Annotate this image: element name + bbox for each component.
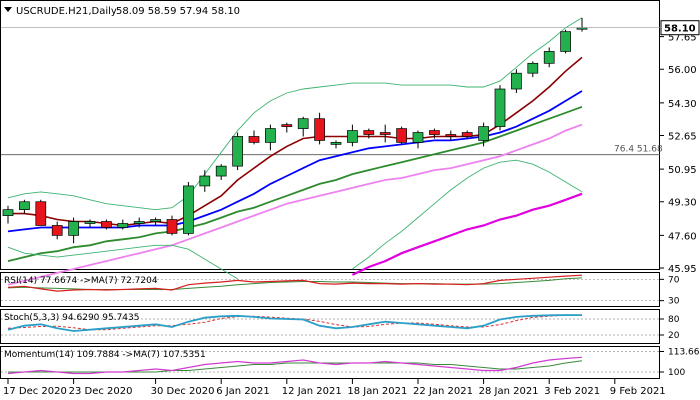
- rsi-panel: [0, 272, 660, 307]
- candle-bull: [232, 136, 243, 167]
- candle-bull: [543, 51, 555, 64]
- date-tick-label: 18 Jan 2021: [347, 386, 407, 397]
- line-bollinger-lower: [7, 159, 583, 280]
- candle-bear: [51, 225, 63, 236]
- price-tick-label: 50.95: [668, 165, 697, 176]
- candle-bull: [133, 221, 145, 224]
- line-ma-pink: [7, 123, 583, 286]
- stoch-label: Stoch(5,3,3) 94.6290 95.7435: [4, 313, 139, 323]
- candle-bull: [19, 201, 30, 211]
- candle-bull: [527, 62, 539, 74]
- candle-bear: [35, 201, 47, 226]
- candle-bull: [560, 31, 571, 52]
- date-tick-label: 23 Dec 2020: [69, 386, 133, 397]
- line-bollinger-upper: [7, 17, 583, 211]
- momentum-label: Momentum(14) 109.7884 ->MA(7) 107.5351: [4, 350, 206, 360]
- candle-bull: [330, 142, 342, 145]
- price-tick-label: 49.30: [668, 198, 697, 209]
- candle-bull: [478, 126, 489, 141]
- candle-bull: [84, 221, 96, 224]
- momentum-tick-label: 113.6647: [668, 348, 700, 358]
- date-tick-label: 22 Jan 2021: [413, 386, 473, 397]
- indicator-plot-layer: 70 30 80 20 113.6647 100: [1, 274, 700, 378]
- candle-bear: [166, 219, 178, 234]
- current-price-label: 58.10: [664, 24, 696, 35]
- candle-bull: [183, 185, 194, 234]
- chart-header: USCRUDE.H21,Daily 58.09 58.59 57.94 58.1…: [4, 6, 240, 17]
- line-ma-green: [7, 105, 583, 262]
- candle-bear: [248, 136, 260, 143]
- momentum-tick-label: 100: [668, 368, 685, 378]
- candle-bear: [101, 221, 112, 228]
- candle-bull: [265, 128, 276, 143]
- main-plot-layer: 76.4 51.68: [1, 17, 663, 286]
- rsi-line: [7, 274, 583, 292]
- candle-bear: [445, 134, 457, 137]
- price-tick-label: 57.65: [668, 33, 697, 44]
- candle-bull: [68, 221, 79, 236]
- stoch-k-line: [7, 314, 583, 332]
- candle-bear: [396, 128, 407, 143]
- stoch-tick-label: 80: [668, 315, 680, 325]
- candle-bear: [281, 124, 293, 127]
- candle-bull: [347, 130, 358, 143]
- rsi-tick-label: 70: [668, 275, 680, 285]
- rsi-tick-label: 30: [668, 297, 680, 307]
- candle-bear: [429, 130, 440, 135]
- price-tick-label: 54.30: [668, 99, 697, 110]
- candle-bear: [461, 132, 473, 137]
- candle-bull: [2, 209, 14, 216]
- price-tick-label: 56.00: [668, 65, 697, 76]
- candle-bull: [297, 118, 309, 129]
- date-tick-label: 28 Jan 2021: [479, 386, 539, 397]
- stoch-panel: [0, 309, 660, 344]
- panel-frames: [0, 0, 660, 379]
- candle-bull: [494, 88, 506, 127]
- price-tick-label: 47.60: [668, 231, 697, 242]
- ohlc-values: 58.09 58.59 57.94 58.10: [116, 6, 240, 17]
- date-tick-label: 6 Jan 2021: [216, 386, 270, 397]
- date-tick-label: 3 Feb 2021: [544, 386, 600, 397]
- candle-bear: [379, 132, 391, 135]
- axis-layer: 57.65 56.00 54.30 52.65 50.95 49.30 47.60 45.95…: [3, 20, 700, 397]
- candle-bull: [199, 175, 211, 187]
- price-tick-label: 45.95: [668, 264, 697, 275]
- momentum-line: [7, 356, 583, 375]
- stoch-tick-label: 20: [668, 331, 680, 341]
- date-tick-label: 30 Dec 2020: [151, 386, 215, 397]
- date-tick-label: 9 Feb 2021: [610, 386, 666, 397]
- symbol-dropdown-icon[interactable]: [4, 7, 12, 12]
- candle-bull: [150, 219, 161, 222]
- line-ma-magenta: [351, 192, 583, 276]
- candle-bull: [215, 165, 227, 177]
- candle-bull: [412, 132, 424, 143]
- fib-level-label: 76.4 51.68: [614, 145, 663, 155]
- candle-bear: [363, 130, 375, 135]
- momentum-panel: [0, 346, 660, 379]
- date-tick-label: 17 Dec 2020: [3, 386, 67, 397]
- main-price-panel: [0, 0, 660, 270]
- price-tick-label: 52.65: [668, 131, 697, 142]
- stoch-d-line: [7, 314, 583, 331]
- current-price-box: [660, 20, 700, 36]
- candle-bull: [117, 223, 129, 228]
- rsi-label: RSI(14) 77.6674 ->MA(7) 72.7204: [4, 276, 158, 286]
- date-tick-label: 12 Jan 2021: [282, 386, 342, 397]
- symbol-label: USCRUDE.H21,Daily: [16, 6, 117, 17]
- candle-bear: [314, 118, 325, 141]
- candle-bull: [511, 72, 522, 90]
